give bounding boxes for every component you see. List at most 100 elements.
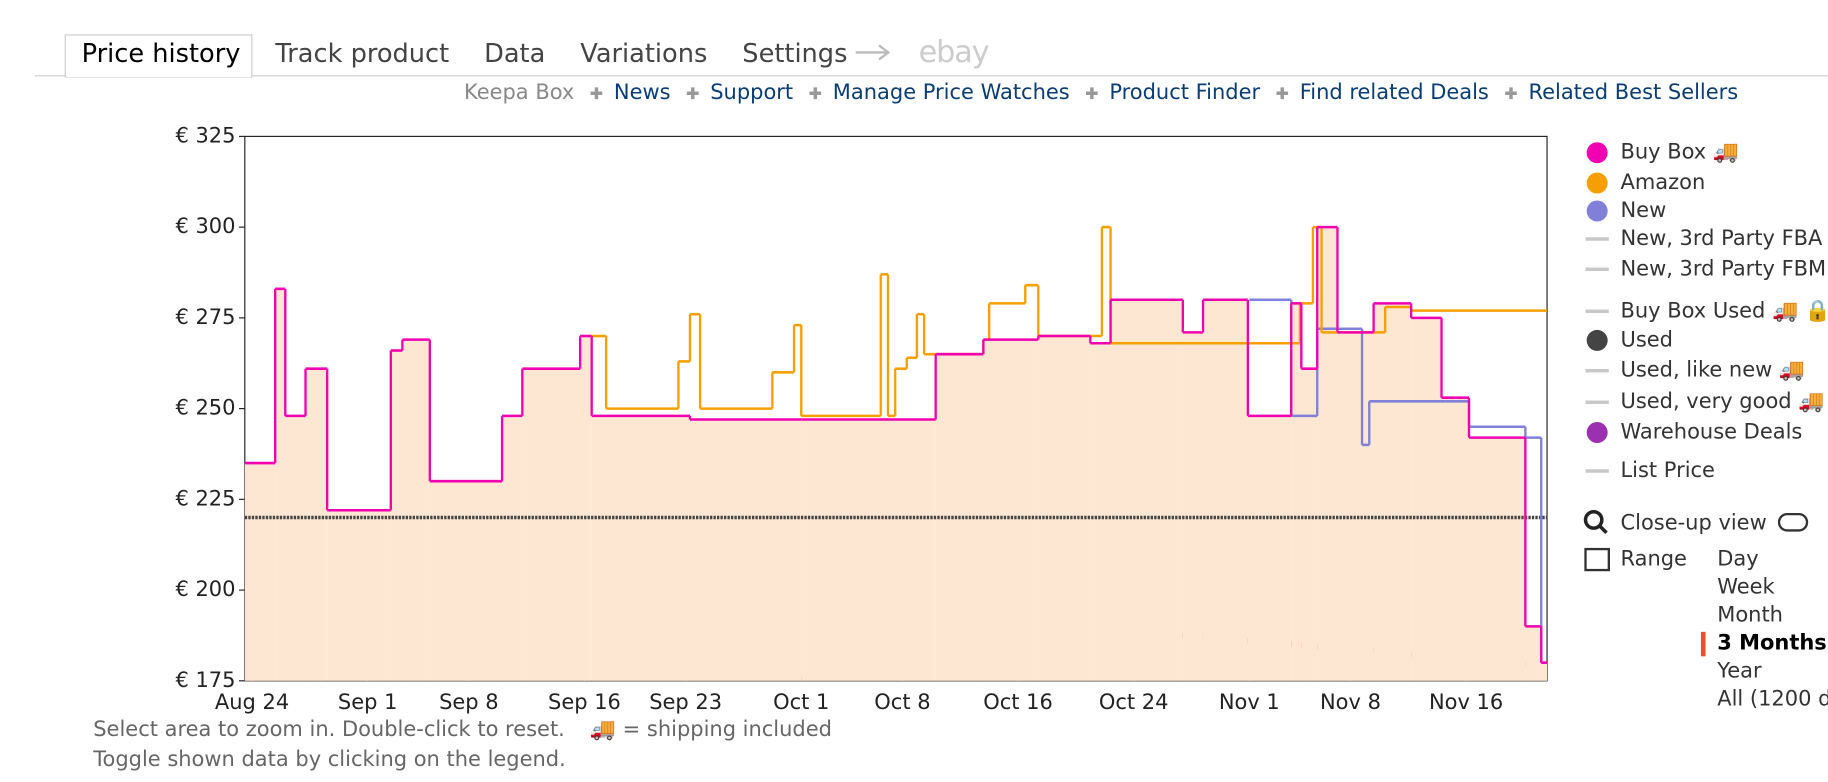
x-tick-label: Sep 8 <box>439 690 499 714</box>
x-tick-label: Oct 1 <box>773 690 829 714</box>
area <box>1247 415 1292 681</box>
separator <box>1086 87 1098 100</box>
range-option[interactable]: Month <box>1717 603 1783 627</box>
separator <box>1276 87 1289 100</box>
area <box>502 415 523 681</box>
legend-dot <box>1586 200 1608 222</box>
area <box>1291 303 1302 681</box>
area <box>1541 662 1548 681</box>
x-tick-label: Sep 16 <box>548 690 621 714</box>
tab[interactable]: Data <box>484 39 545 69</box>
search-icon <box>1583 510 1604 530</box>
footer-note: 🚚 = shipping included <box>590 717 832 741</box>
area <box>285 415 306 681</box>
search-handle <box>1598 524 1608 534</box>
area <box>327 510 391 681</box>
legend-label[interactable]: Amazon <box>1620 170 1705 194</box>
separator <box>1505 87 1517 100</box>
link[interactable]: Find related Deals <box>1300 80 1489 104</box>
area <box>983 339 1039 681</box>
arrow-icon <box>855 44 891 61</box>
legend-label[interactable]: New, 3rd Party FBM <box>1620 256 1826 280</box>
x-tick-label: Sep 1 <box>338 690 398 714</box>
area <box>801 419 936 681</box>
legend-label[interactable]: Buy Box Used 🚚 🔒 <box>1620 298 1828 322</box>
y-tick-label: € 300 <box>175 214 235 238</box>
x-tick-label: Aug 24 <box>215 690 289 714</box>
legend-label[interactable]: Used, very good 🚚 <box>1620 389 1824 413</box>
footer-note: Select area to zoom in. Double-click to … <box>93 717 565 741</box>
area <box>1203 299 1248 681</box>
legend-dot <box>1586 422 1608 443</box>
area <box>522 368 581 681</box>
x-tick-label: Nov 8 <box>1320 690 1381 714</box>
legend-dot <box>1586 172 1608 194</box>
x-tick-label: Oct 24 <box>1099 690 1169 714</box>
area <box>244 463 276 681</box>
link[interactable]: Related Best Sellers <box>1528 80 1738 104</box>
y-tick-label: € 275 <box>175 305 235 329</box>
area <box>1110 299 1183 681</box>
area <box>1337 332 1374 681</box>
range-option[interactable]: All (1200 d <box>1717 686 1828 710</box>
legend-label[interactable]: List Price <box>1620 458 1714 482</box>
area <box>580 336 592 681</box>
range-option[interactable]: Year <box>1716 658 1762 682</box>
y-tick-label: € 175 <box>175 668 235 692</box>
ebay-link[interactable]: ebay <box>919 35 991 70</box>
range-option[interactable]: Day <box>1717 547 1758 571</box>
legend-label[interactable]: Used, like new 🚚 <box>1620 358 1805 382</box>
legend-dot <box>1586 329 1608 351</box>
toggle[interactable] <box>1777 512 1809 532</box>
x-tick-label: Oct 16 <box>983 690 1053 714</box>
tab[interactable]: Track product <box>274 39 449 69</box>
legend-label[interactable]: Warehouse Deals <box>1620 420 1802 444</box>
area <box>1301 368 1318 681</box>
x-tick-label: Nov 16 <box>1429 690 1503 714</box>
range-selected-bar <box>1700 631 1706 657</box>
content: Price history Track product Data Variations… <box>82 35 1828 771</box>
area <box>275 288 286 681</box>
area <box>591 415 690 681</box>
area <box>402 339 430 681</box>
separator <box>686 87 699 100</box>
footer-note: Toggle shown data by clicking on the leg… <box>92 747 566 771</box>
area <box>1090 343 1111 681</box>
link[interactable]: News <box>614 80 671 104</box>
link[interactable]: Support <box>710 80 793 104</box>
area <box>1317 227 1338 681</box>
y-tick-label: € 325 <box>175 123 235 147</box>
area <box>305 368 328 681</box>
legend-label[interactable]: New <box>1620 198 1666 222</box>
area <box>1373 303 1412 681</box>
y-tick-label: € 250 <box>175 396 235 420</box>
x-tick-label: Sep 23 <box>649 690 722 714</box>
x-tick-label: Nov 1 <box>1219 690 1280 714</box>
range-option[interactable]: Week <box>1717 575 1775 599</box>
tab[interactable]: Variations <box>580 39 707 69</box>
y-tick-label: € 200 <box>175 577 235 601</box>
link-label: Keepa Box <box>464 80 574 104</box>
separator <box>590 87 603 100</box>
link[interactable]: Product Finder <box>1109 80 1260 104</box>
y-tick-label: € 225 <box>175 486 235 510</box>
legend-label[interactable]: Used <box>1620 327 1672 351</box>
link[interactable]: Manage Price Watches <box>833 80 1070 104</box>
area <box>1525 626 1542 681</box>
separator <box>809 87 822 100</box>
area <box>1182 332 1204 681</box>
legend-dot <box>1586 142 1608 164</box>
calendar-icon <box>1584 547 1610 572</box>
range-option[interactable]: 3 Months <box>1717 631 1827 655</box>
area <box>1038 336 1091 681</box>
area <box>390 350 403 681</box>
tab[interactable]: Settings <box>742 39 847 69</box>
area <box>1411 317 1442 681</box>
legend-label[interactable]: Buy Box 🚚 <box>1620 140 1739 164</box>
tab[interactable]: Price history <box>82 39 241 69</box>
closeup-label[interactable]: Close-up view <box>1620 510 1766 534</box>
legend-label[interactable]: New, 3rd Party FBA <box>1620 226 1823 250</box>
range-label: Range <box>1620 547 1686 571</box>
